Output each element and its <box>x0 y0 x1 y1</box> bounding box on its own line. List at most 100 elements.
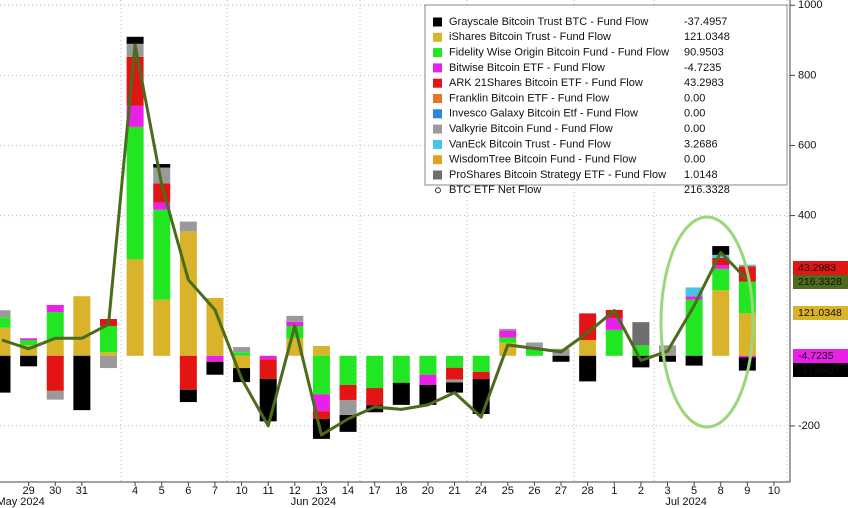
bar-segment <box>73 355 91 411</box>
legend-box <box>424 4 788 186</box>
bar-segment <box>446 367 464 380</box>
bar-segment <box>46 340 64 356</box>
bar-segment <box>312 355 330 395</box>
x-tick-label: 11 <box>262 485 273 497</box>
value-tag-box <box>793 306 848 320</box>
legend-label: Invesco Galaxy Bitcoin Etf - Fund Flow <box>449 108 638 120</box>
legend-label: Valkyrie Bitcoin Fund - Fund Flow <box>449 123 613 135</box>
bar-segment <box>286 315 304 322</box>
legend-label: WisdomTree Bitcoin Fund - Fund Flow <box>449 154 636 166</box>
bar-segment <box>366 355 384 389</box>
bar-segment <box>179 389 197 403</box>
value-tag: 121.0348 <box>798 307 842 319</box>
value-tag: 43.2983 <box>798 262 836 274</box>
bar-segment <box>472 378 490 414</box>
bar-segment <box>446 355 464 368</box>
x-tick-label: 14 <box>342 485 354 497</box>
bar-segment <box>73 296 91 356</box>
bar-segment <box>685 296 703 300</box>
bar-segment <box>446 379 464 383</box>
x-tick-label: 27 <box>555 485 567 497</box>
bar-segment <box>0 310 11 318</box>
bar-segment <box>99 326 117 353</box>
bar-segment <box>499 328 517 331</box>
bar-segment <box>312 345 330 356</box>
value-tag: 216.3328 <box>798 276 842 288</box>
legend-label: Franklin Bitcoin ETF - Fund Flow <box>449 92 609 104</box>
bar-segment <box>632 345 650 356</box>
legend-label: Grayscale Bitcoin Trust BTC - Fund Flow <box>449 16 648 28</box>
legend-value: 3.2686 <box>684 138 718 150</box>
bar-segment <box>712 246 730 255</box>
bar-segment <box>179 231 197 356</box>
bar-segment <box>339 399 357 416</box>
bar-segment <box>126 259 144 356</box>
bar-segment <box>126 126 144 260</box>
bar-segment <box>20 338 38 341</box>
x-tick-label: 6 <box>185 485 191 497</box>
legend-label: VanEck Bitcoin Trust - Fund Flow <box>449 138 611 150</box>
bar-segment <box>738 357 756 371</box>
legend-value: 121.0348 <box>684 31 730 43</box>
x-tick-label: 10 <box>235 485 247 497</box>
legend-swatch <box>433 139 442 149</box>
bar-segment <box>286 321 304 327</box>
bar-segment <box>605 309 623 318</box>
value-tag-box <box>793 275 848 289</box>
legend-swatch <box>433 78 442 88</box>
legend-label: Bitwise Bitcoin ETF - Fund Flow <box>449 62 605 74</box>
legend-swatch <box>433 155 442 165</box>
x-tick-label: 20 <box>422 485 434 497</box>
bar-segment <box>712 268 730 291</box>
x-tick-label: 1 <box>611 485 617 497</box>
bar-segment <box>339 415 357 432</box>
legend-value: 43.2983 <box>684 77 724 89</box>
bar-segment <box>0 355 11 393</box>
x-tick-label: 28 <box>582 485 594 497</box>
legend-swatch <box>433 63 442 73</box>
bar-segment <box>499 337 517 343</box>
bar-segment <box>46 304 64 312</box>
bar-segment <box>685 355 703 366</box>
bar-segment <box>579 340 597 356</box>
legend-value: 0.00 <box>684 154 705 166</box>
bar-segment <box>46 390 64 400</box>
legend-value: 216.3328 <box>684 184 730 196</box>
x-tick-label: 5 <box>159 485 165 497</box>
legend-swatch <box>433 109 442 119</box>
bar-segment <box>472 355 490 372</box>
bar-segment <box>712 258 730 266</box>
bar-segment <box>153 167 171 184</box>
bar-segment <box>339 355 357 385</box>
bar-segment <box>153 299 171 356</box>
legend-swatch <box>433 32 442 42</box>
legend-swatch <box>433 170 442 180</box>
bar-segment <box>712 265 730 269</box>
bar-segment <box>605 317 623 330</box>
bar-segment <box>685 287 703 297</box>
legend-swatch <box>433 94 442 103</box>
bar-segment <box>579 355 597 382</box>
bar-segment <box>419 355 437 375</box>
month-label: Jun 2024 <box>291 496 336 508</box>
legend-value: -4.7235 <box>684 62 721 74</box>
bar-segment <box>419 374 437 385</box>
bar-segment <box>499 330 517 338</box>
x-tick-label: 17 <box>369 485 381 497</box>
bar-segment <box>446 382 464 393</box>
bar-segment <box>179 355 197 390</box>
x-tick-label: 21 <box>448 485 460 497</box>
bar-segment <box>712 290 730 356</box>
bar-segment <box>659 355 676 362</box>
x-tick-label: 10 <box>768 485 780 497</box>
bar-segment <box>579 313 597 341</box>
bar-segment <box>0 317 11 328</box>
x-tick-label: 4 <box>132 485 138 497</box>
y-tick-label: 400 <box>798 209 816 221</box>
bar-segment <box>366 388 384 406</box>
bar-segment <box>392 382 410 405</box>
bar-segment <box>525 349 543 356</box>
bar-segment <box>46 355 64 391</box>
bar-segment <box>153 202 171 210</box>
